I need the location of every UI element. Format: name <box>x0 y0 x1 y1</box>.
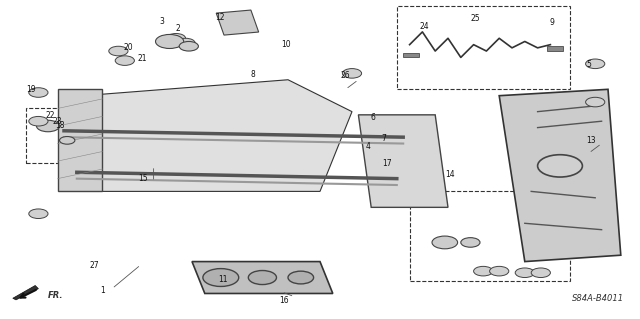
Text: 16: 16 <box>278 296 289 305</box>
Text: 26: 26 <box>340 71 351 80</box>
Bar <box>397 6 570 89</box>
Text: 24: 24 <box>419 22 429 31</box>
Circle shape <box>586 59 605 69</box>
Text: 6: 6 <box>370 113 375 122</box>
Text: 13: 13 <box>586 137 596 145</box>
Text: 1: 1 <box>100 286 105 295</box>
Text: 19: 19 <box>26 85 36 94</box>
Text: 3: 3 <box>159 17 164 26</box>
Circle shape <box>515 268 534 278</box>
Circle shape <box>156 34 184 48</box>
Circle shape <box>432 236 458 249</box>
Text: 23: 23 <box>52 117 63 126</box>
Polygon shape <box>58 89 102 191</box>
Circle shape <box>60 137 75 144</box>
Text: 7: 7 <box>381 134 387 143</box>
Circle shape <box>248 271 276 285</box>
Polygon shape <box>64 80 352 191</box>
Text: 12: 12 <box>215 13 224 22</box>
Bar <box>410 191 570 281</box>
Text: 22: 22 <box>45 111 54 120</box>
Bar <box>403 53 419 57</box>
Text: 18: 18 <box>55 121 64 130</box>
Bar <box>216 10 259 35</box>
Circle shape <box>166 33 186 43</box>
Text: 20: 20 <box>123 43 133 52</box>
Text: 5: 5 <box>586 60 591 69</box>
Polygon shape <box>13 286 38 300</box>
Circle shape <box>115 56 134 65</box>
Text: 27: 27 <box>90 261 100 270</box>
Bar <box>26 108 102 163</box>
Circle shape <box>288 271 314 284</box>
Circle shape <box>490 266 509 276</box>
Text: 8: 8 <box>250 70 255 78</box>
Text: 25: 25 <box>470 14 481 23</box>
Circle shape <box>538 155 582 177</box>
Polygon shape <box>358 115 448 207</box>
Circle shape <box>29 209 48 219</box>
Text: 15: 15 <box>138 174 148 183</box>
Text: 9: 9 <box>549 19 554 27</box>
Circle shape <box>531 268 550 278</box>
Circle shape <box>342 69 362 78</box>
Polygon shape <box>192 262 333 293</box>
Circle shape <box>474 266 493 276</box>
Circle shape <box>36 120 60 132</box>
Text: S84A-B4011: S84A-B4011 <box>572 294 625 303</box>
Circle shape <box>29 116 48 126</box>
Circle shape <box>203 269 239 286</box>
Circle shape <box>109 46 128 56</box>
Text: 17: 17 <box>382 159 392 168</box>
Text: 14: 14 <box>445 170 455 179</box>
Polygon shape <box>499 89 621 262</box>
Circle shape <box>29 88 48 97</box>
Text: 10: 10 <box>281 40 291 48</box>
Circle shape <box>586 97 605 107</box>
Circle shape <box>176 38 195 48</box>
Bar <box>547 46 563 51</box>
Text: 4: 4 <box>365 142 371 151</box>
Text: 21: 21 <box>138 54 147 63</box>
Text: 11: 11 <box>218 275 227 284</box>
Circle shape <box>461 238 480 247</box>
Circle shape <box>179 41 198 51</box>
Text: 2: 2 <box>175 24 180 33</box>
Text: FR.: FR. <box>48 291 63 300</box>
